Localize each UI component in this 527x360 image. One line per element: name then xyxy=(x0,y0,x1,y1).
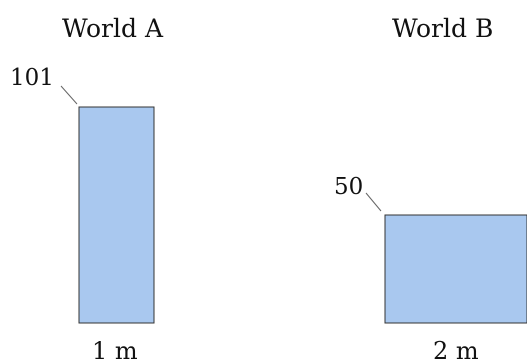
world-a-group: World A 101 1 m xyxy=(10,14,164,360)
world-a-width-label: 1 m xyxy=(92,337,138,360)
world-a-title: World A xyxy=(62,14,164,43)
world-b-title: World B xyxy=(392,14,493,43)
world-b-height-value: 50 xyxy=(334,174,363,200)
world-b-block xyxy=(384,214,527,324)
world-a-height-value: 101 xyxy=(10,65,54,91)
world-a-block xyxy=(78,106,155,324)
world-b-width-label: 2 m xyxy=(433,337,479,360)
world-a-leader-line xyxy=(60,85,78,105)
world-b-leader-line xyxy=(365,192,382,212)
world-b-group: World B 50 2 m xyxy=(334,14,527,360)
